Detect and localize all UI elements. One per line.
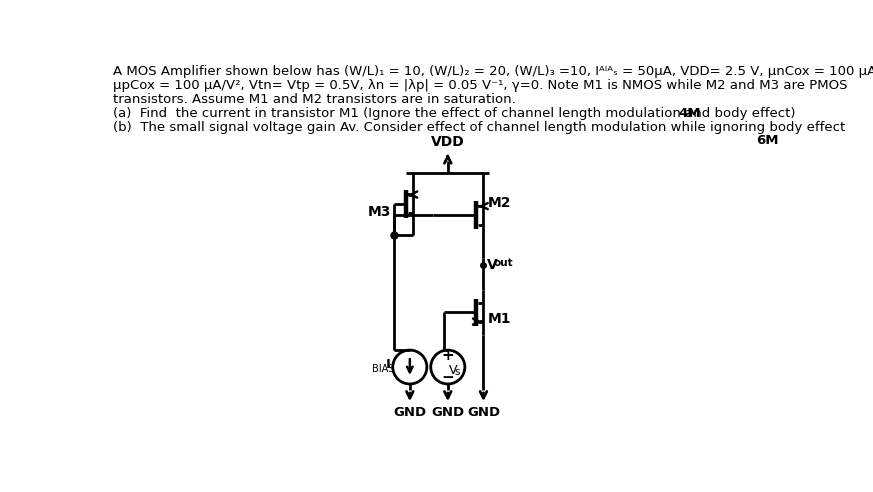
Text: VDD: VDD xyxy=(431,135,464,149)
Text: −: − xyxy=(442,370,454,385)
Text: M1: M1 xyxy=(488,311,512,326)
Text: I: I xyxy=(386,358,390,371)
Text: 6M: 6M xyxy=(756,134,779,148)
Text: M2: M2 xyxy=(488,196,512,210)
Text: (a)  Find  the current in transistor M1 (Ignore the effect of channel length mod: (a) Find the current in transistor M1 (I… xyxy=(113,107,804,120)
Text: M3: M3 xyxy=(368,205,391,218)
Text: BIAS: BIAS xyxy=(372,365,395,374)
Text: GND: GND xyxy=(393,405,426,419)
Text: transistors. Assume M1 and M2 transistors are in saturation.: transistors. Assume M1 and M2 transistor… xyxy=(113,93,516,106)
Text: V: V xyxy=(487,258,498,273)
Text: out: out xyxy=(493,258,513,268)
Text: μpCox = 100 μA/V², Vtn= Vtp = 0.5V, λn = |λp| = 0.05 V⁻¹, γ=0. Note M1 is NMOS w: μpCox = 100 μA/V², Vtn= Vtp = 0.5V, λn =… xyxy=(113,79,848,92)
Text: s: s xyxy=(455,368,460,377)
Text: V: V xyxy=(450,364,457,376)
Text: 4M: 4M xyxy=(678,107,701,120)
Text: (b)  The small signal voltage gain Av. Consider effect of channel length modulat: (b) The small signal voltage gain Av. Co… xyxy=(113,121,845,134)
Text: GND: GND xyxy=(431,405,464,419)
Text: GND: GND xyxy=(467,405,500,419)
Text: A MOS Amplifier shown below has (W/L)₁ = 10, (W/L)₂ = 20, (W/L)₃ =10, Iᴬᴵᴬₛ = 50: A MOS Amplifier shown below has (W/L)₁ =… xyxy=(113,65,873,78)
Text: +: + xyxy=(442,348,454,363)
